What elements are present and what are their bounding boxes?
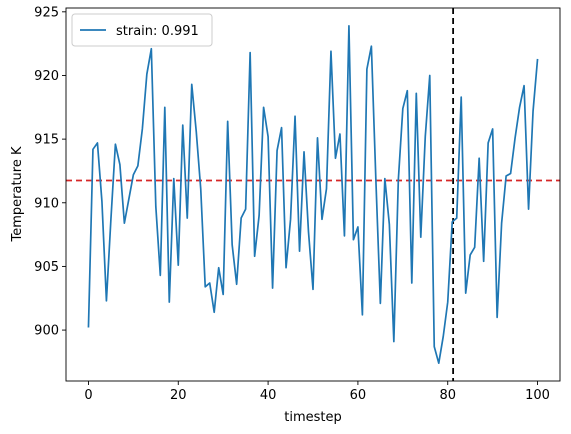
- plot-frame: [65, 7, 561, 382]
- legend-box: [71, 13, 213, 47]
- series-line: [87, 24, 539, 365]
- x-tick-label: 80: [439, 388, 456, 403]
- x-axis: 0 20 40 60 80 100: [84, 381, 550, 403]
- legend-label: strain: 0.991: [116, 24, 199, 39]
- series-layer: [87, 24, 539, 365]
- x-tick-label: 40: [260, 388, 277, 403]
- y-tick-label: 900: [34, 324, 59, 339]
- x-tick-label: 100: [525, 388, 550, 403]
- legend: strain: 0.991: [71, 13, 213, 47]
- y-tick-label: 920: [34, 69, 59, 84]
- x-tick-label: 20: [170, 388, 187, 403]
- y-axis-title: Temperature K: [10, 146, 25, 242]
- y-tick-label: 905: [34, 260, 59, 275]
- y-tick-label: 925: [34, 5, 59, 20]
- y-axis: 900 905 910 915 920 925: [34, 5, 66, 339]
- x-axis-title: timestep: [284, 410, 342, 425]
- y-tick-label: 910: [34, 196, 59, 211]
- x-tick-label: 0: [84, 388, 92, 403]
- y-tick-label: 915: [34, 133, 59, 148]
- x-tick-label: 60: [350, 388, 367, 403]
